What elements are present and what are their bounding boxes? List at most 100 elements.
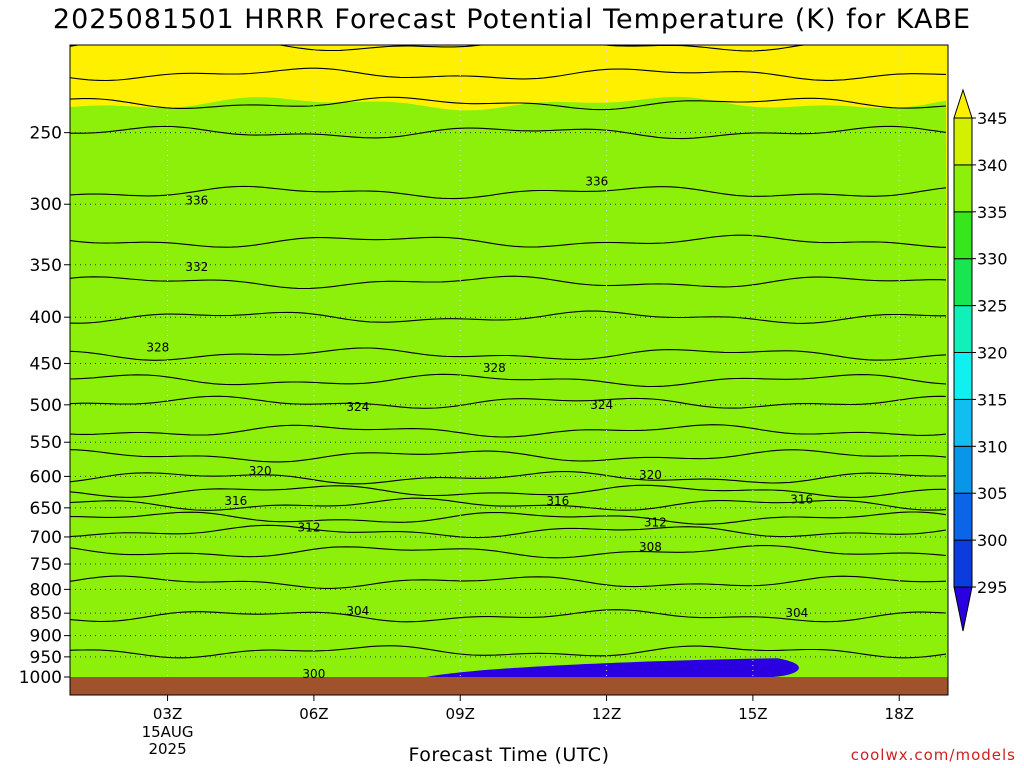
contour-label: 316 <box>790 492 813 506</box>
colorbar-label: 345 <box>977 109 1008 128</box>
contour-label-324: 324 <box>590 398 613 412</box>
contour-label: 316 <box>546 494 569 508</box>
contour-label: 304 <box>785 606 808 620</box>
y-tick-label: 400 <box>30 308 62 328</box>
y-tick-label: 1000 <box>19 668 62 688</box>
x-axis-label: Forecast Time (UTC) <box>408 744 610 766</box>
contour-label: 312 <box>644 516 667 530</box>
colorbar-label: 335 <box>977 203 1008 222</box>
contour-label-324: 324 <box>346 400 369 414</box>
contour-312 <box>70 511 947 525</box>
contour-label: 304 <box>346 604 369 618</box>
y-tick-label: 700 <box>30 528 62 548</box>
contour-label-336: 336 <box>585 174 608 188</box>
contour-label-316: 316 <box>790 492 813 506</box>
x-tick-sublabel: 15AUG <box>142 723 194 741</box>
contour-label: 324 <box>590 398 613 412</box>
x-tick-label: 09Z <box>446 705 475 723</box>
y-tick-label: 900 <box>30 627 62 647</box>
y-tick-label: 850 <box>30 604 62 624</box>
y-tick-label: 550 <box>30 433 62 453</box>
contour-340 <box>70 96 947 111</box>
contour-label: 312 <box>298 520 321 534</box>
colorbar-box-330 <box>953 211 973 260</box>
colorbar-label: 340 <box>977 156 1008 175</box>
colorbar-label: 300 <box>977 531 1008 550</box>
contour-322 <box>70 424 947 438</box>
contour-label: 320 <box>249 464 272 478</box>
ground-strip <box>70 677 948 695</box>
contour-label-332: 332 <box>185 260 208 274</box>
colorbar-label: 315 <box>977 390 1008 409</box>
y-tick-label: 350 <box>30 256 62 276</box>
x-tick-sublabel: 2025 <box>148 740 186 758</box>
contour-label-328: 328 <box>483 361 506 375</box>
colorbar-box-335 <box>953 164 973 213</box>
x-tick-label: 06Z <box>299 705 328 723</box>
contour-label: 328 <box>146 340 169 354</box>
contour-304 <box>70 609 947 623</box>
contour-338 <box>70 125 947 140</box>
colorbar-label: 320 <box>977 344 1008 363</box>
band-340 <box>70 96 948 677</box>
y-tick-label: 650 <box>30 499 62 519</box>
colorbar-box-325 <box>953 258 973 307</box>
contour-308 <box>70 544 947 559</box>
contour-label-316: 316 <box>224 494 247 508</box>
contour-label: 320 <box>639 468 662 482</box>
contour-328 <box>70 347 947 361</box>
contour-label: 336 <box>585 174 608 188</box>
contour-314 <box>70 497 947 511</box>
grid-lines <box>70 45 948 677</box>
contour-332 <box>70 275 947 290</box>
contour-label-312: 312 <box>298 520 321 534</box>
y-tick-label: 500 <box>30 396 62 416</box>
colorbar-box-320 <box>953 305 973 354</box>
colorbar-box-300 <box>953 492 973 541</box>
contour-336 <box>70 185 947 200</box>
colorbar-box-295 <box>953 539 973 588</box>
x-tick-label: 03Z <box>153 705 182 723</box>
contour-label-336: 336 <box>185 193 208 207</box>
contour-label: 336 <box>185 193 208 207</box>
contour-342 <box>70 67 947 82</box>
colorbar-label: 295 <box>977 578 1008 597</box>
contour-label: 332 <box>185 260 208 274</box>
x-tick-label: 18Z <box>885 705 914 723</box>
contour-label: 308 <box>639 540 662 554</box>
contour-label-320: 320 <box>249 464 272 478</box>
y-tick-label: 450 <box>30 354 62 374</box>
plot-frame <box>69 44 949 696</box>
contour-label: 300 <box>302 667 325 681</box>
contour-306 <box>70 575 947 589</box>
contour-label-320: 320 <box>639 468 662 482</box>
contour-label-328: 328 <box>146 340 169 354</box>
contour-330 <box>70 310 947 324</box>
contour-label: 316 <box>224 494 247 508</box>
colorbar-box-305 <box>953 445 973 494</box>
contour-label-304: 304 <box>346 604 369 618</box>
colorbar-label: 305 <box>977 484 1008 503</box>
credit-link[interactable]: coolwx.com/models <box>850 746 1016 764</box>
colorbar-label: 330 <box>977 250 1008 269</box>
y-tick-label: 300 <box>30 195 62 215</box>
contour-label-300: 300 <box>302 667 325 681</box>
contour-324 <box>70 395 947 409</box>
y-tick-label: 800 <box>30 580 62 600</box>
y-tick-label: 600 <box>30 467 62 487</box>
contour-310 <box>70 524 947 539</box>
contour-label-316: 316 <box>546 494 569 508</box>
contour-334 <box>70 234 947 248</box>
y-tick-label: 250 <box>30 124 62 144</box>
colorbar-box-340 <box>953 117 973 166</box>
contour-labels: 336 336 332 328 328 324 324 320 320 316 316 316 312 3… <box>146 174 813 681</box>
theta-shading <box>70 45 948 677</box>
colorbar: 295 300 305 310 315 320 325 330 335 340 345 <box>953 88 1008 632</box>
contour-302 <box>70 645 947 659</box>
contour-label-304: 304 <box>785 606 808 620</box>
y-tick-label: 950 <box>30 648 62 668</box>
band-under <box>426 658 799 677</box>
contour-label: 328 <box>483 361 506 375</box>
